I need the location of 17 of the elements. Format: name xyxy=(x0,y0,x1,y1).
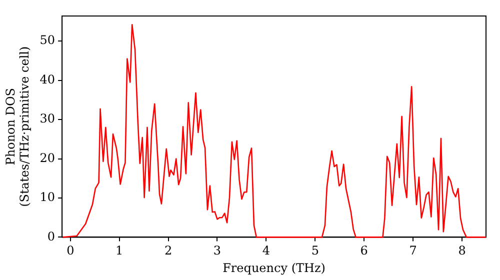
x-axis-title: Frequency (THz) xyxy=(222,260,326,275)
x-tick-label: 8 xyxy=(458,244,466,258)
x-tick-label: 7 xyxy=(409,244,417,258)
x-tick-label: 4 xyxy=(262,244,270,258)
y-tick-label: 10 xyxy=(40,190,56,204)
y-tick-label: 30 xyxy=(40,112,56,126)
x-tick-label: 3 xyxy=(213,244,222,258)
x-tick-label: 2 xyxy=(164,244,172,258)
x-tick-label: 1 xyxy=(116,244,124,258)
y-tick-label: 40 xyxy=(40,72,56,86)
x-tick-label: 0 xyxy=(66,244,74,258)
y-tick-label: 20 xyxy=(40,150,56,165)
y-tick-label: 0 xyxy=(47,229,56,244)
x-tick-label: 6 xyxy=(360,244,368,258)
x-tick-label: 5 xyxy=(311,244,319,258)
y-tick-label: 50 xyxy=(40,33,56,48)
y-axis-title: Phonon DOS (States/THz·primitive cell) xyxy=(3,46,32,207)
